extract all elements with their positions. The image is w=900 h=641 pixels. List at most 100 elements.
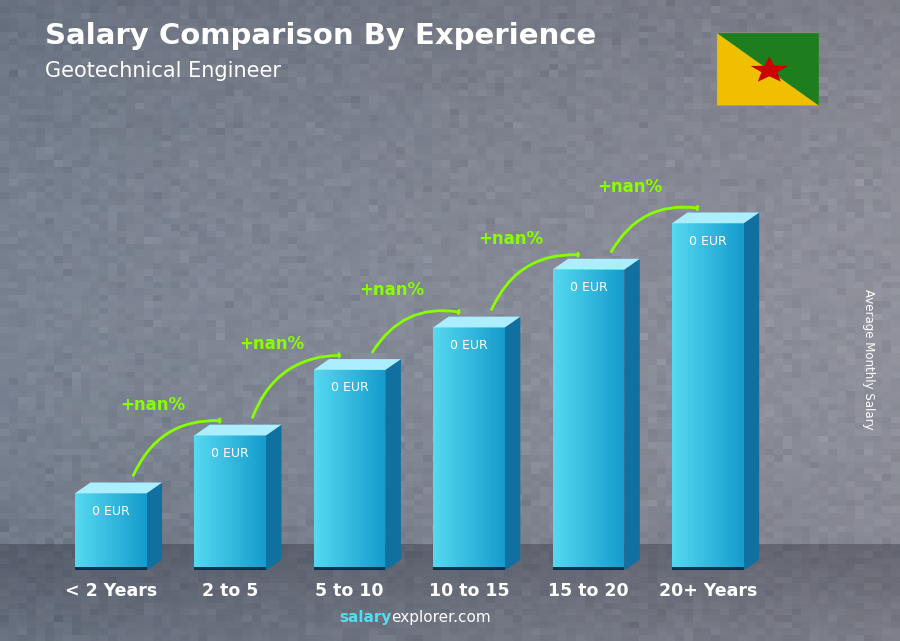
Text: Average Monthly Salary: Average Monthly Salary (862, 288, 875, 429)
Bar (331, 370, 332, 570)
Bar (335, 370, 337, 570)
Bar (112, 494, 113, 570)
Bar (606, 270, 608, 570)
Bar (263, 435, 265, 570)
Bar (85, 494, 86, 570)
Bar (608, 270, 610, 570)
Bar (586, 270, 587, 570)
Bar (496, 328, 498, 570)
Bar (217, 435, 219, 570)
Bar (597, 270, 598, 570)
Bar (611, 270, 613, 570)
Text: +nan%: +nan% (478, 230, 544, 248)
Text: salary: salary (339, 610, 392, 625)
Bar (557, 270, 558, 570)
Bar (462, 328, 464, 570)
Bar (620, 270, 622, 570)
Bar (734, 223, 735, 570)
Bar (716, 223, 718, 570)
Bar (440, 328, 442, 570)
Bar (680, 223, 682, 570)
Bar (364, 370, 365, 570)
Bar (473, 328, 475, 570)
Bar (692, 223, 694, 570)
Bar (689, 223, 691, 570)
Polygon shape (751, 56, 788, 81)
Bar (236, 435, 238, 570)
Bar (740, 223, 741, 570)
Bar (690, 223, 692, 570)
Bar (697, 223, 698, 570)
Bar (120, 494, 121, 570)
Bar (729, 223, 731, 570)
Bar (617, 270, 618, 570)
Bar (672, 567, 743, 570)
Bar (79, 494, 81, 570)
Bar (553, 567, 625, 570)
Bar (200, 435, 202, 570)
Bar (314, 370, 315, 570)
Bar (741, 223, 742, 570)
Polygon shape (385, 359, 400, 570)
Bar (314, 567, 385, 570)
Bar (256, 435, 257, 570)
Bar (197, 435, 199, 570)
Text: 0 EUR: 0 EUR (450, 339, 488, 352)
Bar (194, 435, 196, 570)
Bar (560, 270, 562, 570)
Bar (212, 435, 213, 570)
Bar (238, 435, 239, 570)
Bar (356, 370, 358, 570)
Bar (711, 223, 712, 570)
Text: explorer.com: explorer.com (392, 610, 491, 625)
Bar (603, 270, 604, 570)
Bar (194, 567, 266, 570)
Bar (456, 328, 457, 570)
Bar (476, 328, 478, 570)
Bar (582, 270, 584, 570)
Bar (433, 328, 435, 570)
Bar (140, 494, 142, 570)
Bar (108, 494, 110, 570)
Bar (332, 370, 334, 570)
Polygon shape (553, 259, 640, 270)
Bar (86, 494, 88, 570)
Bar (682, 223, 684, 570)
Bar (259, 435, 260, 570)
Bar (248, 435, 249, 570)
Bar (145, 494, 147, 570)
Bar (452, 328, 454, 570)
Bar (564, 270, 565, 570)
Bar (584, 270, 586, 570)
Bar (493, 328, 495, 570)
Bar (436, 328, 437, 570)
Bar (349, 370, 351, 570)
Bar (368, 370, 370, 570)
Bar (246, 435, 248, 570)
Polygon shape (266, 425, 282, 570)
Bar (464, 328, 466, 570)
Bar (685, 223, 687, 570)
Text: Salary Comparison By Experience: Salary Comparison By Experience (45, 22, 596, 51)
Bar (366, 370, 368, 570)
Bar (77, 494, 79, 570)
Bar (102, 494, 104, 570)
Bar (238, 435, 240, 570)
Text: +nan%: +nan% (598, 178, 662, 196)
Polygon shape (314, 359, 400, 370)
Bar (132, 494, 134, 570)
Bar (202, 435, 203, 570)
Bar (128, 494, 130, 570)
Bar (621, 270, 623, 570)
Bar (81, 494, 82, 570)
Bar (344, 370, 346, 570)
Bar (503, 328, 505, 570)
Bar (265, 435, 266, 570)
Bar (699, 223, 701, 570)
Bar (75, 567, 147, 570)
Bar (199, 435, 200, 570)
Bar (610, 270, 611, 570)
Bar (735, 223, 736, 570)
Bar (471, 328, 472, 570)
Bar (489, 328, 491, 570)
